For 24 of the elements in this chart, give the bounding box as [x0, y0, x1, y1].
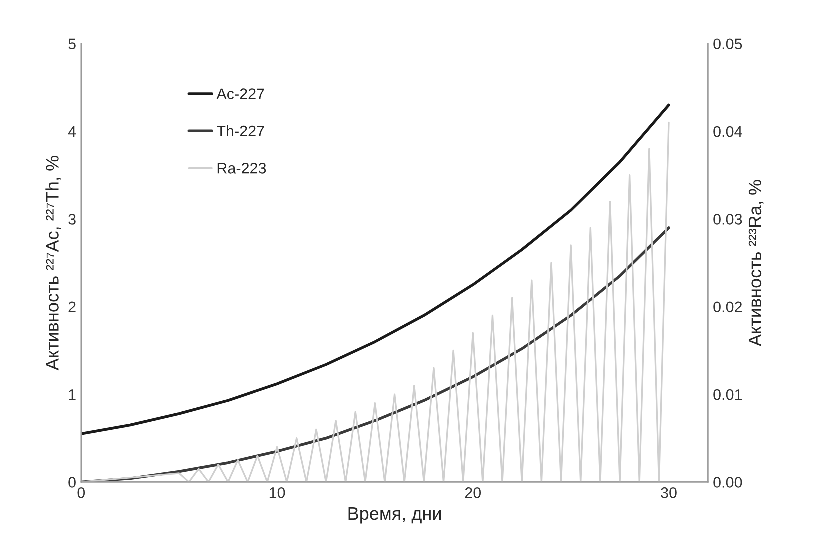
y-tick-label: 5 — [68, 38, 76, 50]
y-tick-label: 0 — [68, 477, 76, 488]
legend-label: Ac-227 — [216, 88, 264, 100]
legend-label: Th-227 — [217, 125, 264, 137]
x-tick-label: 30 — [661, 488, 677, 498]
x-tick-label: 20 — [465, 488, 482, 498]
x-axis-title: Время, дни — [348, 508, 442, 524]
y-tick-label: 2 — [68, 302, 76, 312]
y2-tick-label: 0.02 — [714, 302, 742, 313]
x-tick-label: 10 — [270, 488, 286, 498]
line-series — [81, 122, 670, 482]
y-axis-title: Активность ²²⁷Ac, ²²⁷Th, % — [46, 156, 62, 371]
line-series — [81, 104, 670, 436]
y-tick-label: 1 — [69, 390, 76, 400]
x-tick-label: 0 — [78, 488, 86, 498]
y2-axis-title: Активность ²²³Ra, % — [748, 180, 764, 347]
y-tick-label: 4 — [68, 126, 76, 138]
y2-tick-label: 0.03 — [714, 214, 742, 225]
y2-tick-label: 0.00 — [714, 477, 742, 488]
y-tick-label: 3 — [68, 214, 76, 225]
y2-tick-label: 0.04 — [714, 126, 742, 138]
legend-label: Ra-223 — [218, 163, 266, 174]
y2-tick-label: 0.01 — [714, 389, 742, 400]
y2-tick-label: 0.05 — [714, 38, 742, 50]
